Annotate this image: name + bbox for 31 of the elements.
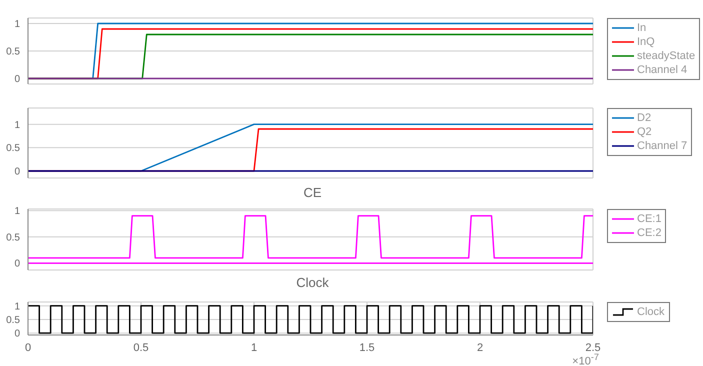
- x-tick-label: 2.5: [585, 342, 601, 354]
- legend-label: CE:1: [637, 213, 662, 225]
- y-tick-label: 0: [14, 74, 20, 86]
- y-tick-label: 0: [14, 166, 20, 178]
- y-tick-label: 1: [14, 206, 20, 218]
- legend-label: Channel 4: [637, 64, 688, 76]
- legend-label: Channel 7: [637, 140, 688, 152]
- x-tick-label: 0.5: [133, 342, 149, 354]
- y-tick-label: 0.5: [6, 143, 20, 154]
- y-tick-label: 1: [14, 19, 20, 30]
- x-tick-label: 1: [250, 342, 258, 354]
- chart-title: Clock: [295, 275, 330, 290]
- legend-label: In: [637, 22, 646, 34]
- y-tick-label: 1: [14, 301, 20, 312]
- legend-label: D2: [637, 112, 652, 124]
- legend-label: InQ: [637, 36, 655, 48]
- legend-label: steadyState: [637, 50, 696, 62]
- y-tick-label: 0.5: [6, 315, 20, 326]
- y-tick-label: 0.5: [6, 232, 20, 244]
- y-tick-label: 0: [14, 328, 20, 340]
- legend-label: Q2: [637, 126, 652, 138]
- x-tick-label: 2: [476, 342, 484, 354]
- x-tick-label: 1.5: [359, 342, 375, 354]
- legend-label: CE:2: [637, 227, 662, 239]
- y-tick-label: 0: [14, 258, 20, 270]
- text: ×10$^{-7}$: [572, 352, 599, 366]
- legend-label: Clock: [637, 306, 665, 318]
- chart-title: CE: [302, 185, 323, 200]
- y-tick-label: 1: [14, 120, 20, 131]
- x-tick-label: 0: [24, 342, 32, 354]
- y-tick-label: 0.5: [6, 46, 20, 58]
